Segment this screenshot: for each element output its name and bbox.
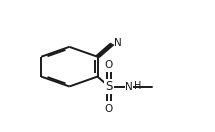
Text: N: N <box>114 38 121 48</box>
Text: O: O <box>105 103 113 114</box>
Text: N: N <box>125 82 133 92</box>
Text: O: O <box>105 60 113 70</box>
Text: H: H <box>134 81 141 91</box>
Text: S: S <box>105 80 113 93</box>
